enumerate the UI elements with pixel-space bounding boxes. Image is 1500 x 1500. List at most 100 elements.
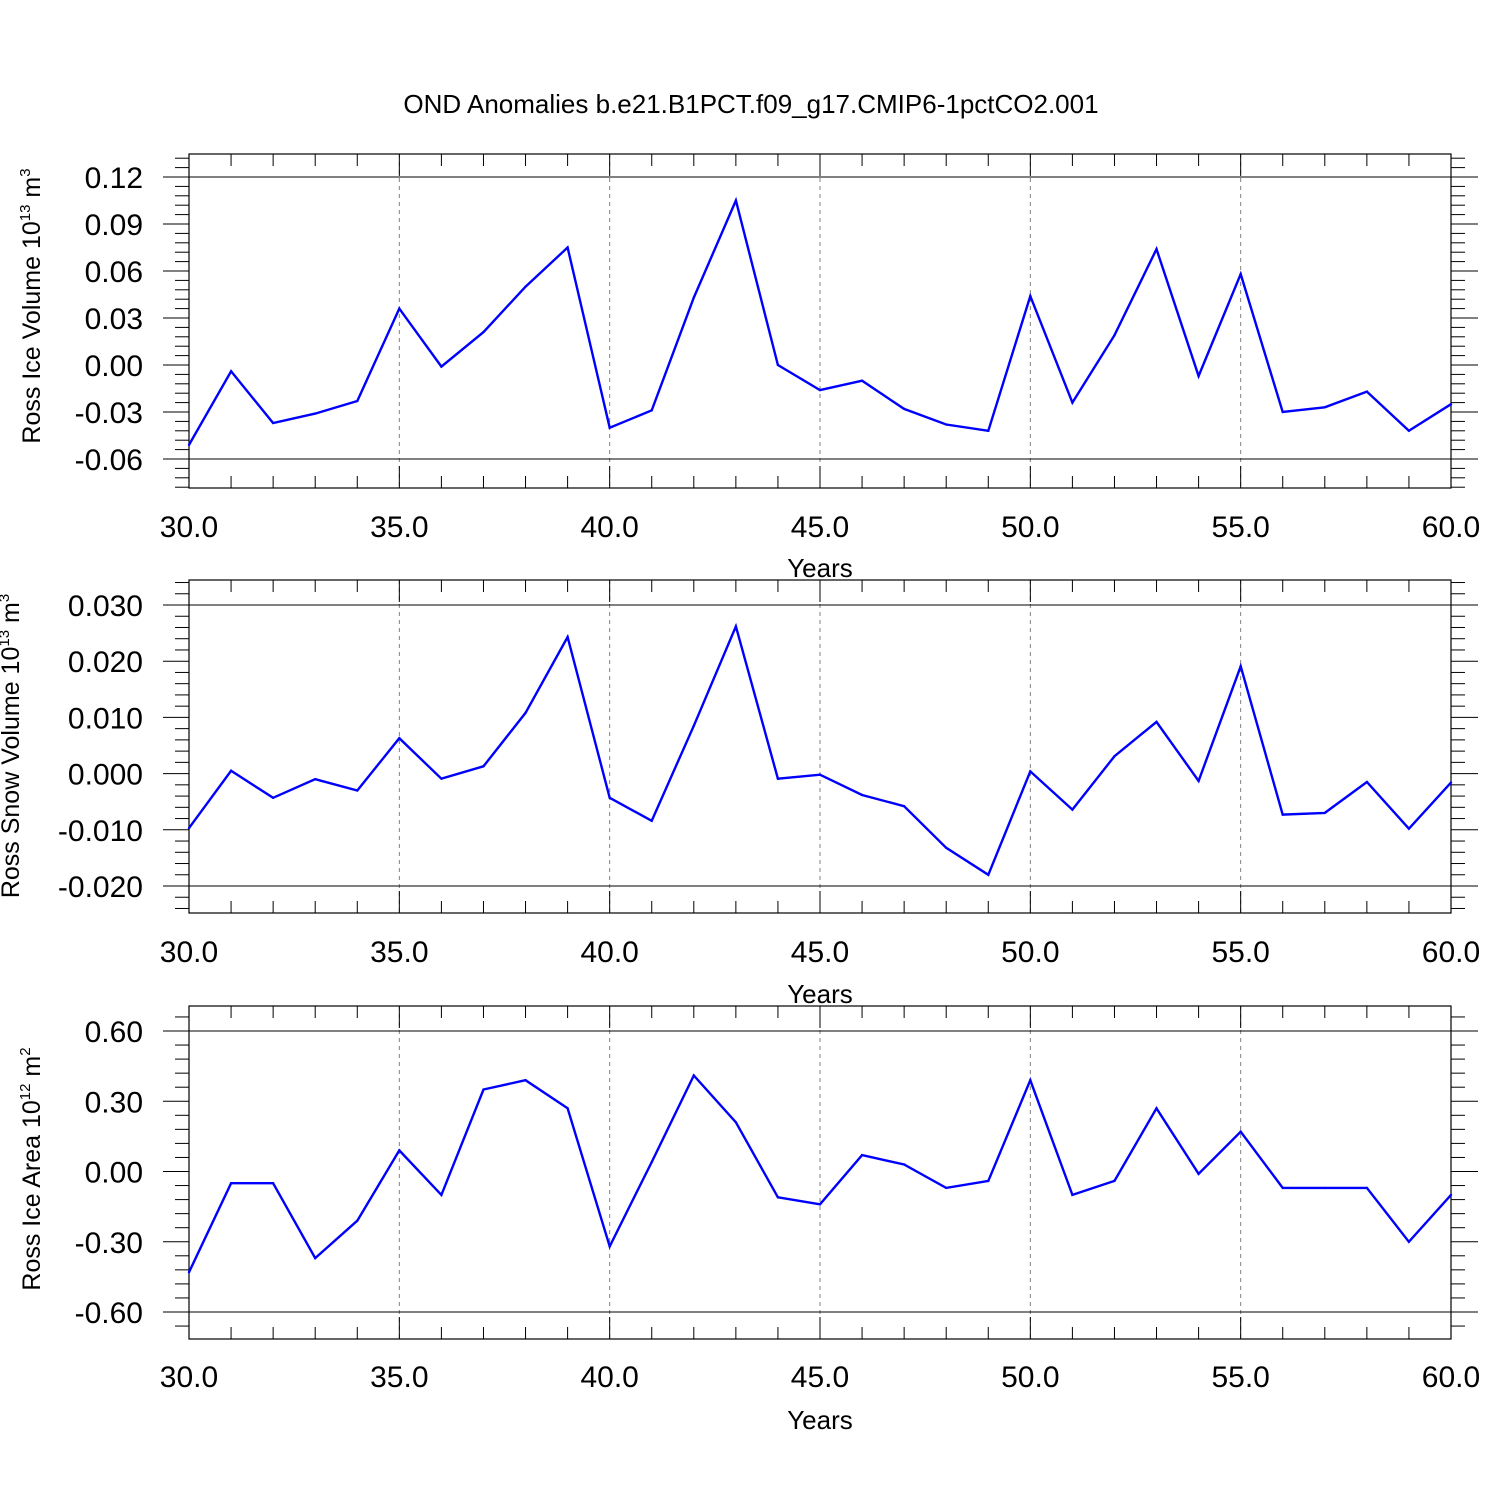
data-point bbox=[566, 635, 569, 639]
plot-frame bbox=[188, 153, 1452, 489]
data-point bbox=[1407, 1240, 1411, 1243]
data-point bbox=[650, 1160, 653, 1164]
data-point bbox=[482, 330, 485, 334]
data-point bbox=[314, 412, 317, 415]
x-tick-label: 40.0 bbox=[580, 1361, 638, 1394]
y-tick-label: 0.60 bbox=[85, 1016, 143, 1049]
y-tick-label: 0.00 bbox=[85, 350, 143, 383]
y-axis-label: Ross Snow Volume 1013 m3 bbox=[0, 594, 25, 898]
x-tick-label: 55.0 bbox=[1211, 936, 1269, 969]
data-point bbox=[356, 789, 359, 792]
data-point bbox=[1197, 374, 1200, 378]
data-point bbox=[945, 846, 948, 849]
data-point bbox=[1029, 1078, 1032, 1082]
plot-frame bbox=[188, 579, 1452, 914]
data-point bbox=[734, 625, 738, 628]
data-point bbox=[1365, 780, 1369, 784]
data-point bbox=[650, 409, 653, 412]
data-point bbox=[482, 765, 485, 768]
y-tick-label: -0.30 bbox=[75, 1227, 143, 1260]
y-tick-label: -0.60 bbox=[75, 1297, 143, 1330]
data-point bbox=[1323, 811, 1327, 815]
data-point bbox=[1239, 665, 1242, 668]
data-point bbox=[734, 1121, 738, 1124]
data-point bbox=[566, 1107, 569, 1110]
y-tick-label: -0.03 bbox=[75, 397, 143, 430]
data-point bbox=[1197, 1172, 1200, 1176]
data-point bbox=[692, 296, 695, 299]
y-tick-label: 0.03 bbox=[85, 303, 143, 336]
x-tick-label: 50.0 bbox=[1001, 936, 1059, 969]
data-point bbox=[1365, 390, 1369, 393]
y-tick-label: 0.020 bbox=[68, 646, 143, 679]
data-point bbox=[398, 1149, 401, 1152]
data-point bbox=[271, 1182, 275, 1185]
data-point bbox=[187, 443, 191, 447]
data-point bbox=[440, 1193, 443, 1197]
data-point bbox=[1155, 247, 1158, 251]
data-point bbox=[1113, 1179, 1116, 1183]
data-point bbox=[1407, 429, 1411, 432]
panel-ross-ice-volume: -0.06 -0.03 0.00 0.03 0.06 0.09 0.12 30.0 35.0 40… bbox=[17, 153, 1480, 583]
data-point bbox=[271, 796, 275, 799]
data-point bbox=[1239, 1130, 1242, 1133]
data-point bbox=[608, 426, 611, 429]
x-tick-label: 35.0 bbox=[370, 936, 428, 969]
x-tick-label: 50.0 bbox=[1001, 511, 1059, 544]
y-tick-label: 0.09 bbox=[85, 209, 143, 242]
x-tick-label: 40.0 bbox=[580, 511, 638, 544]
x-tick-label: 60.0 bbox=[1422, 936, 1480, 969]
x-tick-label: 45.0 bbox=[791, 1361, 849, 1394]
y-tick-label: 0.000 bbox=[68, 759, 143, 792]
data-point bbox=[1281, 1186, 1284, 1190]
data-point bbox=[818, 388, 822, 392]
x-axis-label: Years bbox=[787, 553, 853, 583]
data-point bbox=[1071, 1193, 1074, 1197]
x-tick-label: 55.0 bbox=[1211, 511, 1269, 544]
data-point bbox=[1155, 720, 1158, 724]
data-point bbox=[356, 399, 359, 403]
data-point bbox=[1029, 770, 1032, 773]
data-point bbox=[524, 1078, 527, 1082]
data-point bbox=[1449, 1193, 1453, 1197]
panel-ross-ice-area: -0.60 -0.30 0.00 0.30 0.60 30.0 35.0 40.0 45.0 50… bbox=[17, 1005, 1480, 1435]
data-point bbox=[482, 1088, 485, 1091]
data-point bbox=[945, 1186, 948, 1190]
data-point bbox=[440, 777, 443, 780]
x-tick-label: 60.0 bbox=[1422, 1361, 1480, 1394]
data-point bbox=[608, 796, 611, 799]
data-point bbox=[314, 778, 317, 781]
x-tick-label: 30.0 bbox=[160, 936, 218, 969]
y-tick-label: 0.30 bbox=[85, 1086, 143, 1119]
data-point bbox=[818, 773, 822, 776]
data-point bbox=[1323, 406, 1327, 409]
data-point bbox=[987, 873, 990, 876]
x-tick-label: 45.0 bbox=[791, 936, 849, 969]
data-point bbox=[1155, 1107, 1158, 1110]
data-point bbox=[860, 379, 864, 382]
chart-title: OND Anomalies b.e21.B1PCT.f09_g17.CMIP6-… bbox=[403, 89, 1098, 119]
data-point bbox=[187, 826, 191, 830]
data-point bbox=[398, 736, 401, 740]
data-point bbox=[902, 804, 906, 808]
data-point bbox=[1281, 410, 1284, 414]
x-axis-label: Years bbox=[787, 1405, 853, 1435]
data-point bbox=[440, 365, 443, 368]
data-point bbox=[566, 246, 569, 249]
data-point bbox=[1281, 813, 1284, 816]
y-tick-label: -0.020 bbox=[58, 871, 143, 904]
y-tick-label: -0.010 bbox=[58, 815, 143, 848]
data-point bbox=[987, 1179, 990, 1183]
plot-frame bbox=[188, 1005, 1452, 1340]
data-point bbox=[818, 1203, 822, 1206]
data-point bbox=[1323, 1186, 1327, 1190]
x-axis-label: Years bbox=[787, 979, 853, 1009]
x-tick-label: 35.0 bbox=[370, 1361, 428, 1394]
data-point bbox=[187, 1270, 191, 1274]
data-point bbox=[524, 285, 527, 288]
data-point bbox=[229, 769, 233, 772]
data-point bbox=[356, 1219, 359, 1222]
data-point bbox=[692, 1074, 695, 1077]
data-point bbox=[1029, 294, 1032, 298]
